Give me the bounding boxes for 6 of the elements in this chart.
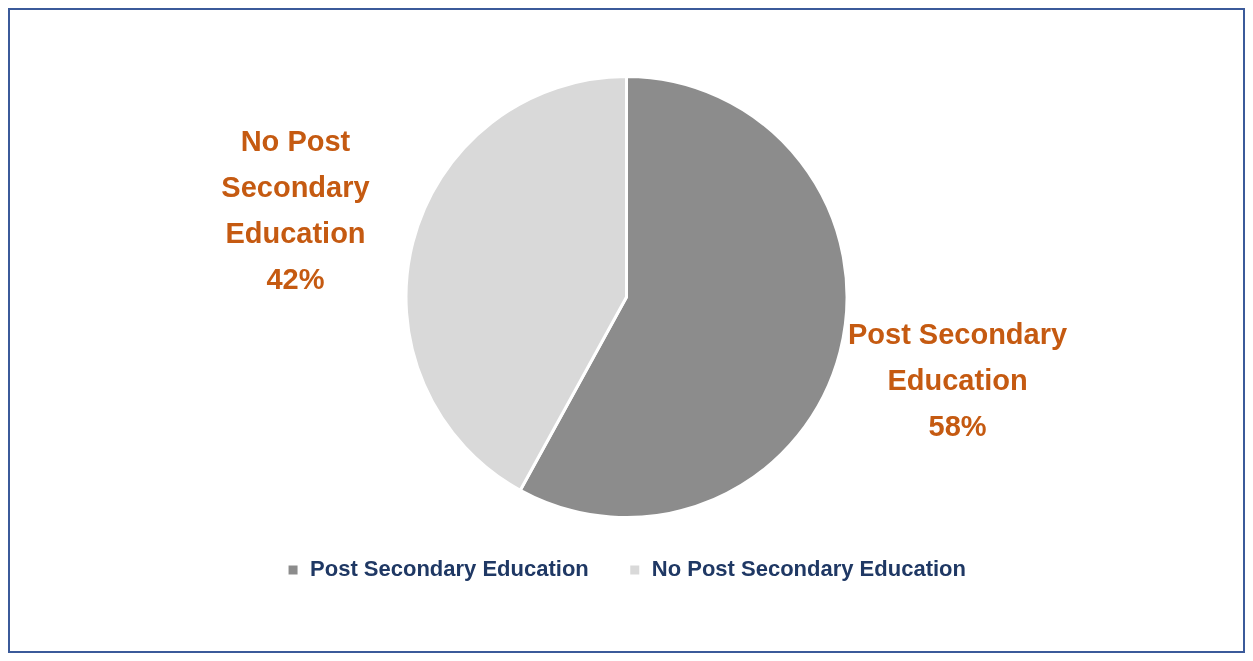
data-label: 58%: [928, 410, 987, 442]
legend-label: Post Secondary Education: [310, 556, 589, 582]
slice-label: Post Secondary Education: [847, 318, 1068, 396]
slice-label: No Post Secondary Education: [221, 125, 370, 249]
data-label: 42%: [266, 263, 325, 295]
legend-label: No Post Secondary Education: [651, 556, 966, 582]
